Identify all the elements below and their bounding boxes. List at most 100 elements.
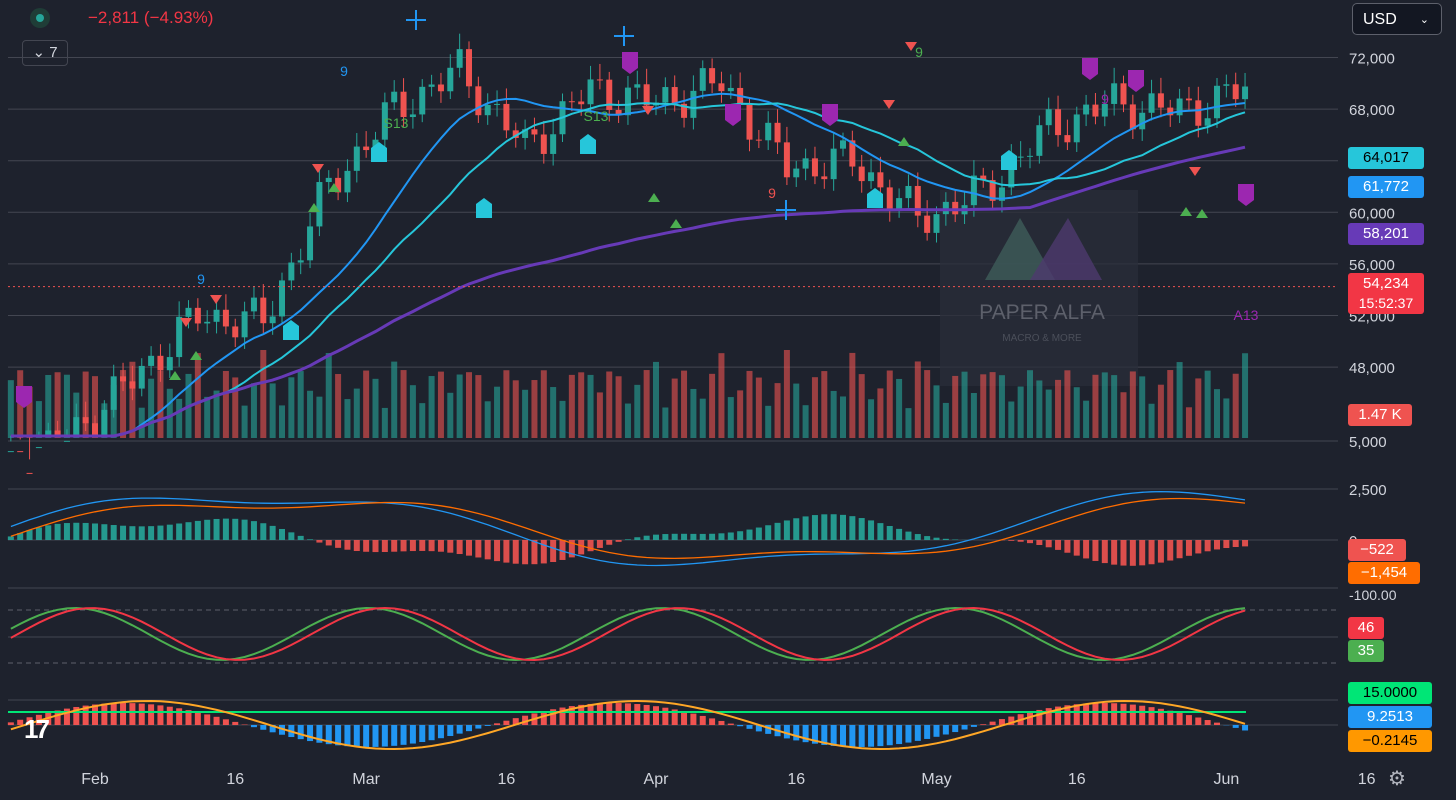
squeeze-histogram-bar [596, 703, 603, 725]
macd-histogram-bar [148, 526, 155, 540]
macd-signal-badge: −1,454 [1348, 562, 1420, 584]
countdown-marker-icon [1082, 58, 1098, 80]
sell-arrow-icon [1189, 167, 1201, 176]
macd-histogram-bar [176, 523, 183, 540]
candle-body [989, 180, 996, 201]
volume-bar [269, 383, 276, 438]
squeeze-histogram-bar [484, 725, 491, 726]
volume-bar [737, 390, 744, 438]
currency-select[interactable]: USD ⌄ [1352, 3, 1442, 35]
macd-histogram-bar [737, 531, 744, 540]
macd-histogram-bar [45, 525, 52, 540]
candle-body [1242, 86, 1249, 100]
buy-arrow-icon [328, 183, 340, 192]
macd-line [10, 490, 1246, 567]
candle-body [774, 122, 781, 143]
candle-body [269, 316, 276, 324]
macd-histogram-bar [596, 540, 603, 548]
macd-histogram-bar [1214, 540, 1220, 550]
td-count-label: 9 [768, 185, 776, 201]
candle-body [727, 87, 734, 92]
price-tick-label: 72,000 [1349, 51, 1395, 68]
time-axis-label: Feb [81, 771, 109, 788]
macd-histogram-bar [1204, 540, 1211, 552]
macd-histogram-bar [1167, 540, 1174, 561]
macd-histogram-bar [821, 514, 828, 540]
candle-body [952, 201, 959, 215]
volume-bar [213, 390, 220, 438]
candle-body [718, 83, 725, 92]
candle-body [185, 307, 192, 317]
candle-body [568, 101, 575, 103]
squeeze-histogram-bar [1064, 705, 1071, 725]
squeeze-histogram-bar [82, 705, 89, 725]
collapse-indicators-button[interactable]: ⌄ 7 [22, 40, 68, 66]
macd-histogram-bar [381, 540, 388, 553]
squeeze-histogram-bar [391, 725, 398, 746]
macd-histogram-bar [924, 536, 931, 540]
currency-value: USD [1363, 11, 1397, 28]
squeeze-histogram-bar [176, 708, 183, 725]
macd-histogram-bar [1139, 540, 1146, 566]
candle-body [578, 101, 585, 105]
squeeze-histogram-bar [372, 725, 379, 747]
squeeze-histogram-bar [522, 715, 529, 725]
macd-histogram-bar [437, 540, 444, 552]
squeeze-histogram-bar [1242, 725, 1249, 731]
volume-bar [1073, 387, 1080, 438]
volume-bar [998, 375, 1005, 438]
volume-bar [830, 390, 837, 438]
time-axis-label: 16 [498, 771, 516, 788]
squeeze-histogram-bar [381, 725, 388, 747]
volume-bar [7, 380, 14, 438]
volume-bar [503, 370, 510, 438]
countdown-marker-icon [622, 52, 638, 74]
squeeze-histogram-bar [811, 725, 818, 744]
macd-histogram-bar [1092, 540, 1099, 561]
squeeze-histogram-bar [101, 703, 108, 725]
macd-histogram-bar [1045, 540, 1052, 548]
volume-bar [447, 392, 454, 438]
squeeze-histogram-bar [970, 725, 977, 727]
watermark-box [940, 190, 1138, 386]
macd-histogram-bar [157, 525, 164, 540]
candle-body [596, 79, 603, 81]
buy-arrow-icon [190, 351, 202, 360]
candle-body [681, 103, 688, 118]
volume-bar [176, 398, 183, 438]
squeeze-histogram-bar [727, 723, 734, 725]
macd-histogram-bar [1185, 540, 1192, 556]
macd-histogram-bar [727, 532, 734, 540]
candle-body [624, 87, 631, 116]
time-axis-label: 16 [226, 771, 244, 788]
squeeze-histogram-bar [54, 710, 61, 725]
squeeze-histogram-bar [765, 725, 772, 734]
macd-histogram-bar [896, 528, 903, 540]
macd-histogram-bar [811, 515, 818, 540]
macd-histogram-bar [1083, 540, 1090, 559]
rsi-slow-line [10, 606, 1246, 662]
volume-bar [1167, 370, 1174, 438]
volume-bar [615, 376, 622, 438]
volume-bar [1055, 379, 1062, 438]
settings-gear-icon[interactable]: ⚙ [1388, 768, 1406, 790]
squeeze-histogram-bar [428, 725, 435, 741]
macd-histogram-bar [335, 540, 342, 548]
squeeze-histogram-bar [1055, 706, 1062, 725]
volume-bar [512, 380, 519, 438]
volume-bar [288, 377, 295, 438]
macd-histogram-bar [110, 525, 117, 540]
candle-body [344, 170, 351, 193]
macd-histogram-bar [503, 540, 510, 563]
watermark-logo-icon [985, 218, 1055, 280]
squeeze-histogram-bar [690, 713, 697, 725]
buy-marker-icon [867, 188, 883, 208]
volume-bar [877, 388, 884, 438]
macd-histogram-bar [1017, 540, 1024, 542]
volume-bar [110, 385, 117, 438]
buy-marker-icon [580, 134, 596, 154]
squeeze-histogram-bar [1214, 722, 1220, 725]
candle-body [17, 451, 24, 453]
macd-histogram-bar [765, 525, 772, 540]
time-axis-label: 16 [1068, 771, 1086, 788]
